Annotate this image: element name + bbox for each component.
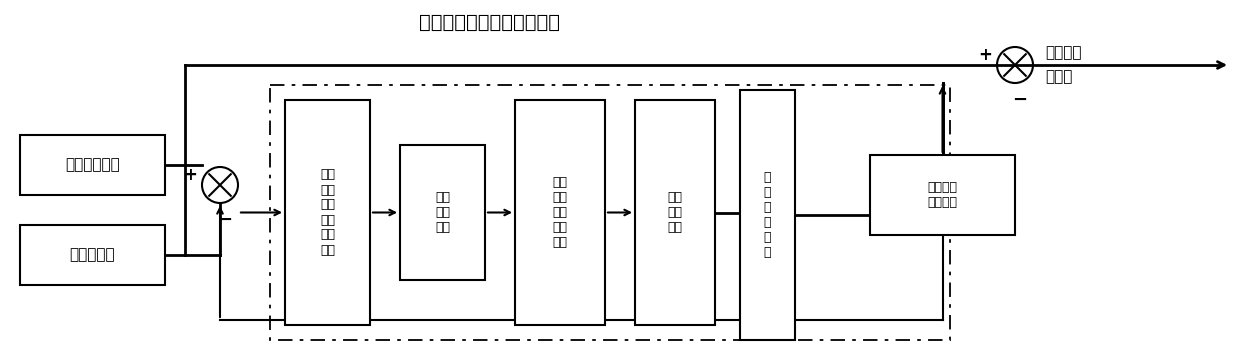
Text: 新息
协方
差限
定窗
口平
滑器: 新息 协方 差限 定窗 口平 滑器 <box>320 169 335 256</box>
Text: 惯导解算位置、速度、姿态: 惯导解算位置、速度、姿态 <box>420 13 560 32</box>
Text: +: + <box>978 46 992 64</box>
Bar <box>270 85 950 340</box>
Text: −: − <box>1012 91 1027 109</box>
Text: 多普勒系统: 多普勒系统 <box>69 247 115 262</box>
Bar <box>870 155 1015 235</box>
Text: 估计
系统
状态: 估计 系统 状态 <box>668 191 683 234</box>
Text: +: + <box>183 166 197 184</box>
Bar <box>285 100 370 325</box>
Bar <box>740 90 795 340</box>
Text: −: − <box>217 211 233 229</box>
Bar <box>636 100 715 325</box>
Bar <box>20 225 165 285</box>
Text: 修正
增益
矩阵: 修正 增益 矩阵 <box>435 191 450 234</box>
Bar <box>400 145 484 280</box>
Text: 导航参数
估计误差: 导航参数 估计误差 <box>928 181 958 209</box>
Text: 修正后导: 修正后导 <box>1044 45 1082 61</box>
Bar <box>20 135 165 195</box>
Text: 自
适
应
滤
波
器: 自 适 应 滤 波 器 <box>763 171 771 259</box>
Bar <box>515 100 605 325</box>
Text: 修正
一步
预测
均方
误差: 修正 一步 预测 均方 误差 <box>553 176 567 249</box>
Text: 捷联惯导系统: 捷联惯导系统 <box>66 158 120 173</box>
Text: 航信息: 航信息 <box>1044 69 1073 84</box>
